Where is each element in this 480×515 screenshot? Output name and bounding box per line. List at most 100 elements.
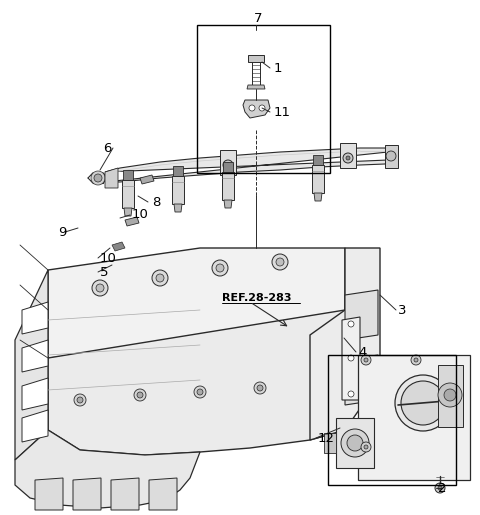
Polygon shape <box>112 242 125 251</box>
Text: 12: 12 <box>318 432 335 444</box>
Ellipse shape <box>25 346 43 366</box>
Polygon shape <box>345 355 378 405</box>
Circle shape <box>348 391 354 397</box>
Circle shape <box>276 258 284 266</box>
Text: 3: 3 <box>398 303 407 317</box>
Polygon shape <box>314 193 322 201</box>
Polygon shape <box>15 270 48 460</box>
Text: 10: 10 <box>100 251 117 265</box>
Ellipse shape <box>351 367 373 397</box>
Ellipse shape <box>40 490 58 502</box>
Bar <box>197 25 330 173</box>
Circle shape <box>346 156 350 160</box>
Text: 2: 2 <box>438 482 446 494</box>
Circle shape <box>226 163 230 167</box>
Polygon shape <box>247 85 265 89</box>
Circle shape <box>194 386 206 398</box>
Circle shape <box>444 389 456 401</box>
Ellipse shape <box>346 334 356 356</box>
Circle shape <box>77 397 83 403</box>
Circle shape <box>94 174 102 182</box>
Circle shape <box>254 382 266 394</box>
Polygon shape <box>174 204 182 212</box>
Circle shape <box>249 105 255 111</box>
Circle shape <box>411 355 421 365</box>
Polygon shape <box>125 217 139 226</box>
Circle shape <box>438 383 462 407</box>
Circle shape <box>343 153 353 163</box>
Ellipse shape <box>25 384 43 404</box>
Polygon shape <box>342 317 360 400</box>
Circle shape <box>156 274 164 282</box>
Circle shape <box>361 355 371 365</box>
Polygon shape <box>48 310 345 455</box>
Circle shape <box>134 389 146 401</box>
Circle shape <box>401 381 445 425</box>
Polygon shape <box>358 355 470 480</box>
Ellipse shape <box>346 372 356 394</box>
Polygon shape <box>122 180 134 208</box>
Polygon shape <box>310 248 380 440</box>
Circle shape <box>137 392 143 398</box>
Circle shape <box>216 264 224 272</box>
Circle shape <box>92 280 108 296</box>
Text: 8: 8 <box>152 196 160 209</box>
Circle shape <box>395 375 451 431</box>
Bar <box>328 355 456 485</box>
Polygon shape <box>385 145 398 168</box>
Circle shape <box>348 321 354 327</box>
Polygon shape <box>105 168 118 188</box>
Text: 5: 5 <box>100 266 108 279</box>
Circle shape <box>152 270 168 286</box>
Circle shape <box>96 284 104 292</box>
Ellipse shape <box>25 308 43 328</box>
Polygon shape <box>22 340 48 372</box>
Polygon shape <box>313 155 323 165</box>
Circle shape <box>91 171 105 185</box>
Polygon shape <box>124 208 132 216</box>
Circle shape <box>257 385 263 391</box>
Polygon shape <box>223 162 233 172</box>
Text: 4: 4 <box>358 346 366 358</box>
Polygon shape <box>438 365 463 427</box>
Text: 9: 9 <box>58 226 66 238</box>
Circle shape <box>414 358 418 362</box>
Polygon shape <box>336 418 374 468</box>
Circle shape <box>259 105 265 111</box>
Circle shape <box>197 389 203 395</box>
Ellipse shape <box>25 416 43 436</box>
Circle shape <box>364 358 368 362</box>
Polygon shape <box>48 248 345 358</box>
Polygon shape <box>123 170 133 180</box>
Circle shape <box>348 355 354 361</box>
Polygon shape <box>224 200 232 208</box>
Circle shape <box>438 486 442 490</box>
Circle shape <box>435 483 445 493</box>
Circle shape <box>74 394 86 406</box>
Polygon shape <box>345 290 378 340</box>
Polygon shape <box>220 150 236 175</box>
Polygon shape <box>243 100 270 118</box>
Circle shape <box>347 435 363 451</box>
Ellipse shape <box>116 490 134 502</box>
Text: 6: 6 <box>104 142 112 154</box>
Polygon shape <box>248 55 264 62</box>
Polygon shape <box>105 148 388 182</box>
Circle shape <box>223 160 233 170</box>
Polygon shape <box>149 478 177 510</box>
Polygon shape <box>312 165 324 193</box>
Polygon shape <box>22 378 48 410</box>
Circle shape <box>272 254 288 270</box>
Polygon shape <box>324 433 336 453</box>
Polygon shape <box>172 176 184 204</box>
Polygon shape <box>73 478 101 510</box>
Text: 1: 1 <box>274 61 283 75</box>
Text: 7: 7 <box>254 11 262 25</box>
Polygon shape <box>222 172 234 200</box>
Circle shape <box>341 429 369 457</box>
Polygon shape <box>15 430 200 508</box>
Ellipse shape <box>154 490 172 502</box>
Polygon shape <box>340 143 356 168</box>
Circle shape <box>386 151 396 161</box>
Ellipse shape <box>351 302 373 332</box>
